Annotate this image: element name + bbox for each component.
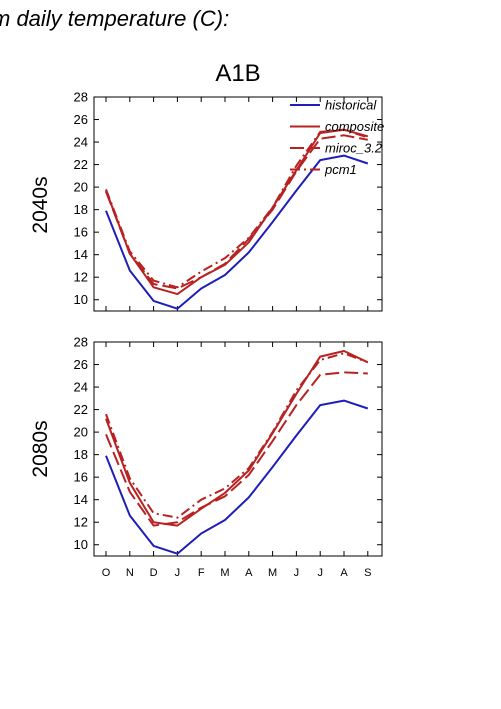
y-tick-label: 18 xyxy=(74,447,88,462)
x-tick-label: O xyxy=(102,567,111,579)
y-tick-label: 18 xyxy=(74,202,88,217)
panel-2080s: 10 12 14 16 18 20 22 24 26 28 O N D J F M A M J J A S 2080s xyxy=(29,335,383,579)
x-tick-label: N xyxy=(126,567,134,579)
series-line-composite xyxy=(105,350,369,527)
legend-label: composite xyxy=(325,119,384,134)
y-tick-label: 10 xyxy=(74,292,88,307)
y-tick-label: 22 xyxy=(74,402,88,417)
y-tick-label: 12 xyxy=(74,270,88,285)
scenario-label: A1B xyxy=(215,60,260,87)
x-tick-label: A xyxy=(245,567,253,579)
series-line-historical xyxy=(105,399,369,555)
y-tick-label: 12 xyxy=(74,515,88,530)
x-tick-label: J xyxy=(294,567,300,579)
plot-frame xyxy=(93,341,383,557)
y-tick-label: 14 xyxy=(74,247,88,262)
y-tick-label: 14 xyxy=(74,492,88,507)
y-tick-label: 20 xyxy=(74,180,88,195)
y-tick-label: 26 xyxy=(74,112,88,127)
y-tick-label: 24 xyxy=(74,135,88,150)
legend: historical composite miroc_3.2 pcm1 xyxy=(290,98,384,177)
x-tick-label: M xyxy=(268,567,277,579)
x-tick-label: J xyxy=(317,567,323,579)
legend-label: miroc_3.2 xyxy=(325,141,383,156)
plot-frame xyxy=(93,96,383,312)
y-tick-label: 28 xyxy=(74,90,88,105)
y-tick-label: 16 xyxy=(74,470,88,485)
series-line-pcm1 xyxy=(105,352,369,519)
legend-label: historical xyxy=(325,98,377,113)
y-tick-label: 20 xyxy=(74,425,88,440)
series-line-miroc-3-2 xyxy=(105,371,368,527)
x-tick-label: S xyxy=(364,567,371,579)
y-tick-label: 24 xyxy=(74,380,88,395)
series-line-pcm1 xyxy=(105,128,369,289)
x-tick-label: M xyxy=(220,567,229,579)
row-label-2080s: 2080s xyxy=(29,420,52,477)
x-tick-label: A xyxy=(340,567,348,579)
x-tick-label: J xyxy=(175,567,181,579)
y-tick-label: 10 xyxy=(74,537,88,552)
series-line-miroc-3-2 xyxy=(105,134,368,290)
x-tick-label: D xyxy=(150,567,158,579)
y-tick-label: 22 xyxy=(74,157,88,172)
series-line-historical xyxy=(105,154,369,310)
figure-title: m daily temperature (C): xyxy=(0,6,230,31)
legend-label: pcm1 xyxy=(324,162,357,177)
y-tick-label: 28 xyxy=(74,335,88,350)
x-tick-label: F xyxy=(198,567,205,579)
y-tick-label: 26 xyxy=(74,357,88,372)
y-tick-label: 16 xyxy=(74,225,88,240)
row-label-2040s: 2040s xyxy=(29,176,52,233)
panel-2040s: 10 12 14 16 18 20 22 24 26 28 2040s historical compo… xyxy=(29,90,384,312)
